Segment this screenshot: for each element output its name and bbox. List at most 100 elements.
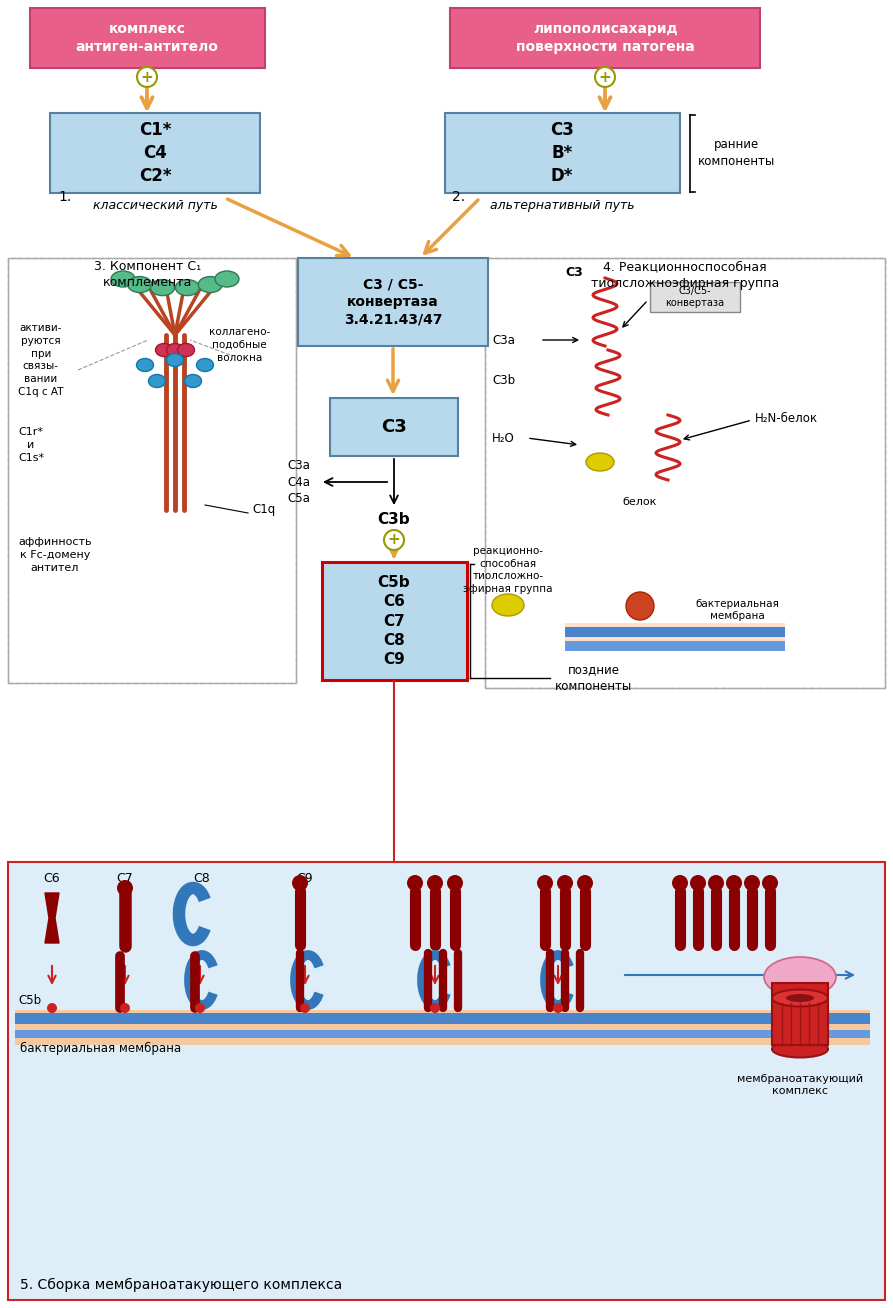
Text: C1*
C4
C2*: C1* C4 C2*	[138, 122, 171, 184]
Circle shape	[137, 67, 157, 88]
Text: 1.: 1.	[58, 190, 71, 204]
Circle shape	[300, 1003, 310, 1012]
Ellipse shape	[215, 271, 239, 286]
Bar	[445, 112, 680, 194]
Text: классический путь: классический путь	[93, 199, 217, 212]
Circle shape	[47, 1003, 57, 1012]
Text: C3: C3	[565, 266, 583, 279]
Text: +: +	[598, 69, 612, 85]
Circle shape	[672, 875, 688, 891]
Text: 2.: 2.	[452, 190, 465, 204]
Text: C3b: C3b	[492, 374, 515, 386]
Circle shape	[117, 880, 133, 896]
Bar	[10, 865, 883, 1298]
Text: C3/C5-
конвертаза: C3/C5- конвертаза	[665, 285, 724, 309]
Bar	[485, 258, 885, 688]
Ellipse shape	[492, 594, 524, 616]
Ellipse shape	[198, 276, 222, 293]
Circle shape	[195, 1003, 205, 1012]
Circle shape	[690, 875, 706, 891]
Text: бактериальная
мембрана: бактериальная мембрана	[695, 599, 779, 621]
Text: белок: белок	[622, 497, 657, 508]
Text: C9: C9	[296, 871, 313, 884]
Bar	[450, 8, 760, 68]
Polygon shape	[45, 893, 59, 943]
Text: C3a: C3a	[492, 334, 515, 347]
Bar	[565, 627, 785, 637]
Circle shape	[708, 875, 724, 891]
Bar	[8, 862, 885, 1300]
Bar	[322, 562, 467, 680]
Ellipse shape	[178, 344, 195, 357]
Ellipse shape	[137, 358, 154, 371]
Ellipse shape	[185, 374, 202, 387]
Text: C6: C6	[44, 871, 61, 884]
Bar	[485, 258, 885, 688]
Text: H₂N-белок: H₂N-белок	[755, 412, 818, 425]
Ellipse shape	[586, 453, 614, 471]
Ellipse shape	[128, 276, 152, 293]
Ellipse shape	[772, 989, 828, 1006]
Bar	[15, 1012, 870, 1024]
Text: C3a
C4a
C5a: C3a C4a C5a	[287, 459, 310, 505]
Text: C3
B*
D*: C3 B* D*	[550, 122, 574, 184]
Text: +: +	[140, 69, 154, 85]
Circle shape	[744, 875, 760, 891]
Ellipse shape	[176, 280, 199, 296]
Text: бактериальная мембрана: бактериальная мембрана	[20, 1041, 181, 1054]
Circle shape	[292, 875, 308, 891]
Text: C1r*
и
C1s*: C1r* и C1s*	[18, 428, 44, 463]
Ellipse shape	[196, 358, 213, 371]
Ellipse shape	[166, 344, 183, 357]
Bar	[8, 258, 296, 683]
Circle shape	[553, 1003, 563, 1012]
Text: аффинность
к Fc-домену
антител: аффинность к Fc-домену антител	[18, 538, 91, 573]
Ellipse shape	[148, 374, 165, 387]
Bar	[650, 283, 740, 313]
Text: 5. Сборка мембраноатакующего комплекса: 5. Сборка мембраноатакующего комплекса	[20, 1278, 342, 1292]
Bar	[8, 258, 296, 683]
Circle shape	[430, 1003, 440, 1012]
Circle shape	[557, 875, 573, 891]
Text: C7: C7	[117, 871, 133, 884]
Ellipse shape	[166, 353, 183, 366]
Ellipse shape	[786, 994, 814, 1002]
Circle shape	[762, 875, 778, 891]
Bar	[298, 258, 488, 347]
Circle shape	[577, 875, 593, 891]
Text: коллагено-
подобные
волокна: коллагено- подобные волокна	[209, 327, 270, 362]
Bar	[565, 623, 785, 651]
Circle shape	[537, 875, 553, 891]
Bar	[330, 398, 458, 456]
Circle shape	[427, 875, 443, 891]
Circle shape	[407, 875, 423, 891]
Ellipse shape	[111, 271, 135, 286]
Text: C3 / C5-
конвертаза
3.4.21.43/47: C3 / C5- конвертаза 3.4.21.43/47	[344, 277, 442, 327]
Bar	[15, 1010, 870, 1045]
Bar	[15, 1029, 870, 1039]
Circle shape	[595, 67, 615, 88]
Text: альтернативный путь: альтернативный путь	[489, 199, 634, 212]
Circle shape	[384, 530, 404, 549]
Ellipse shape	[772, 1040, 828, 1057]
Text: липополисахарид
поверхности патогена: липополисахарид поверхности патогена	[515, 22, 695, 54]
Ellipse shape	[151, 280, 174, 296]
Text: C8: C8	[194, 871, 211, 884]
Circle shape	[626, 593, 654, 620]
Text: C3b: C3b	[378, 513, 410, 527]
Ellipse shape	[155, 344, 172, 357]
Text: ранние
компоненты: ранние компоненты	[698, 139, 775, 167]
Text: поздние
компоненты: поздние компоненты	[555, 663, 632, 693]
Text: активи-
руются
при
связы-
вании
C1q с AT: активи- руются при связы- вании C1q с AT	[18, 323, 63, 398]
Text: 3. Компонент C₁
комплемента: 3. Компонент C₁ комплемента	[95, 260, 202, 289]
Text: мембраноатакующий
комплекс: мембраноатакующий комплекс	[737, 1074, 863, 1096]
Text: комплекс
антиген-антитело: комплекс антиген-антитело	[76, 22, 219, 54]
Circle shape	[447, 875, 463, 891]
Bar	[565, 641, 785, 651]
Bar	[50, 112, 260, 194]
Text: C3: C3	[381, 419, 407, 436]
Text: C5b: C5b	[18, 994, 41, 1006]
Circle shape	[120, 1003, 130, 1012]
Text: C5b
C6
C7
C8
C9: C5b C6 C7 C8 C9	[378, 576, 410, 667]
Bar	[30, 8, 265, 68]
